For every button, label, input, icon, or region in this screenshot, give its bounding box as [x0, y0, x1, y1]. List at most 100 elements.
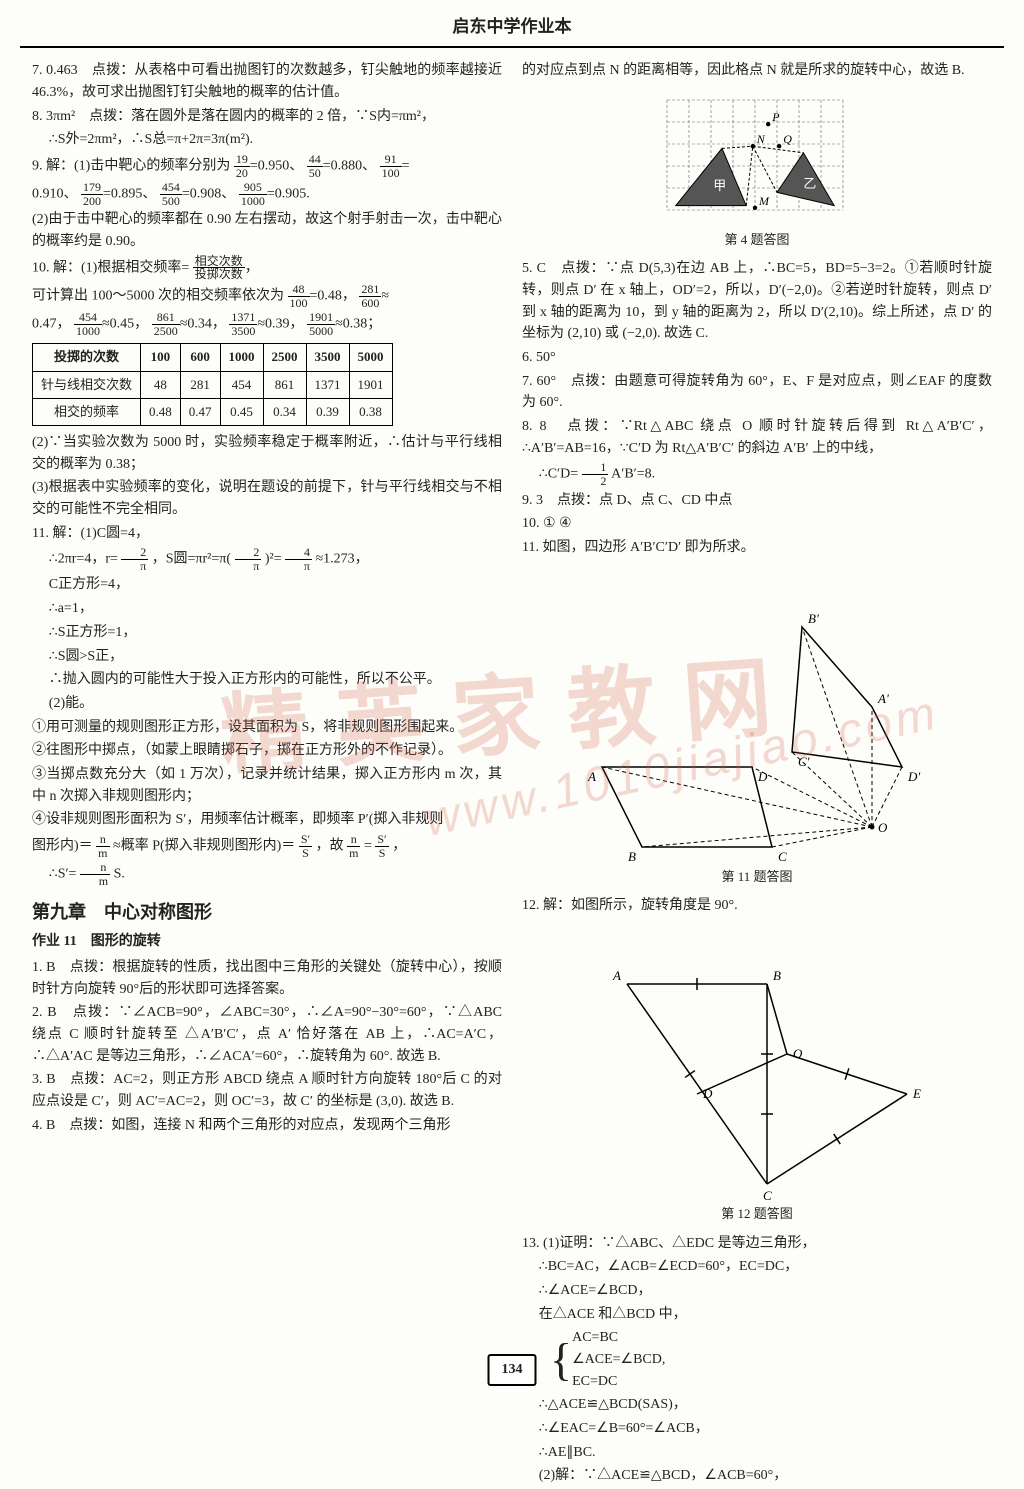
- hw11-q7: 7. 60° 点拨：由题意可得旋转角为 60°，E、F 是对应点，则∠EAF 的…: [522, 371, 992, 414]
- figure-4-caption: 第 4 题答图: [522, 230, 992, 250]
- hw11-q11: 11. 如图，四边形 A′B′C′D′ 即为所求。: [522, 537, 992, 559]
- svg-text:甲: 甲: [713, 178, 726, 193]
- figure-11: ABCDA'B'C'D'O: [572, 567, 942, 867]
- frac-861-2500: 8612500: [152, 311, 180, 337]
- svg-text:乙: 乙: [803, 176, 816, 191]
- brace-item-1: ∠ACE=∠BCD,: [572, 1349, 665, 1371]
- svg-text:B: B: [773, 968, 781, 983]
- svg-text:O: O: [793, 1046, 803, 1061]
- q8-text-cont: ∴S外=2πm²，∴S总=π+2π=3π(m²).: [32, 129, 502, 151]
- q13e: ∴∠EAC=∠B=60°=∠ACB，: [522, 1418, 992, 1440]
- homework-title: 作业 11 图形的旋转: [32, 931, 502, 953]
- svg-text:D: D: [702, 1086, 713, 1101]
- hw11-q9: 9. 3 点拨：点 D、点 C、CD 中点: [522, 490, 992, 512]
- q13g: (2)解：∵△ACE≌△BCD，∠ACB=60°，: [522, 1465, 992, 1487]
- brace-icon: {: [550, 1337, 572, 1383]
- frac-1371-3500: 13713500: [229, 311, 257, 337]
- hw11-q4b: 的对应点到点 N 的距离相等，因此格点 N 就是所求的旋转中心，故选 B.: [522, 60, 992, 82]
- q13d: ∴△ACE≌△BCD(SAS)，: [522, 1394, 992, 1416]
- hw11-q6: 6. 50°: [522, 347, 992, 369]
- frac-19-20: 1920: [234, 153, 250, 179]
- figure-4-container: 甲乙PNQM 第 4 题答图: [522, 90, 992, 250]
- page-title: 启东中学作业本: [20, 0, 1004, 48]
- hw11-q1: 1. B 点拨：根据旋转的性质，找出图中三角形的关键处（旋转中心），按顺时针方向…: [32, 957, 502, 1000]
- q11-b: C正方形=4，: [32, 574, 502, 596]
- q13-brace: { AC=BC ∠ACE=∠BCD, EC=DC: [550, 1327, 992, 1392]
- frac-281-600: 281600: [359, 283, 381, 309]
- frac-48-100: 48100: [288, 283, 310, 309]
- figure-12-caption: 第 12 题答图: [522, 1204, 992, 1224]
- frac-454-500: 454500: [160, 181, 182, 207]
- q10-line2: 可计算出 100～5000 次的相交频率依次为 48100=0.48， 2816…: [32, 283, 502, 309]
- q11-i: ②往图形中掷点，（如蒙上眼睛掷石子，掷在正方形外的不作记录）。: [32, 740, 502, 762]
- frac-1901-5000: 19015000: [307, 311, 335, 337]
- hw11-q4a: 4. B 点拨：如图，连接 N 和两个三角形的对应点，发现两个三角形: [32, 1115, 502, 1137]
- q11-e: ∴S圆>S正，: [32, 646, 502, 668]
- frac-2-pi: 2π: [121, 546, 148, 572]
- q11-h: ①用可测量的规则图形正方形，设其面积为 S，将非规则图形围起来。: [32, 717, 502, 739]
- q9-line1: 9. 解：(1)击中靶心的频率分别为 1920=0.950、 4450=0.88…: [32, 153, 502, 179]
- frac-Sp-S-b: S′S: [375, 833, 388, 859]
- page-number: 134: [488, 1354, 537, 1386]
- figure-12: ABCDOE: [587, 924, 927, 1204]
- svg-text:A: A: [612, 968, 621, 983]
- right-column: 的对应点到点 N 的距离相等，因此格点 N 就是所求的旋转中心，故选 B. 甲 乙…: [512, 58, 1002, 1489]
- q11-head: 11. 解：(1)C圆=4，: [32, 523, 502, 545]
- frac-179-200: 179200: [81, 181, 103, 207]
- chapter-title: 第九章 中心对称图形: [32, 899, 502, 927]
- frac-91-100: 91100: [380, 153, 402, 179]
- q11-c: ∴a=1，: [32, 598, 502, 620]
- q13b: ∴∠ACE=∠BCD，: [522, 1280, 992, 1302]
- hw11-q8b: ∴C′D= 12 A′B′=8.: [522, 461, 992, 487]
- two-column-layout: 7. 0.463 点拨：从表格中可看出抛图钉的次数越多，钉尖触地的频率越接近46…: [0, 48, 1024, 1489]
- q10-part2: (2)∵当实验次数为 5000 时，实验频率稳定于概率附近，∴估计与平行线相交的…: [32, 432, 502, 475]
- frac-4-pi: 4π: [285, 546, 312, 572]
- q10-head: 10. 解：(1)根据相交频率= 相交次数投掷次数，: [32, 255, 502, 281]
- frac-454-1000: 4541000: [74, 311, 102, 337]
- hw11-q8: 8. 8 点拨：∵Rt△ABC 绕点 O 顺时针旋转后得到 Rt△A′B′C′，…: [522, 416, 992, 459]
- svg-text:P: P: [771, 110, 780, 124]
- figure-12-container: ABCDOE 第 12 题答图: [522, 924, 992, 1224]
- svg-text:B': B': [808, 611, 819, 626]
- hw11-q10: 10. ① ④: [522, 513, 992, 535]
- hw11-q2: 2. B 点拨：∵∠ACB=90°，∠ABC=30°，∴∠A=90°−30°=6…: [32, 1002, 502, 1067]
- q9-line2: 0.910、 179200=0.895、 454500=0.908、 90510…: [32, 181, 502, 207]
- svg-text:D': D': [907, 769, 920, 784]
- q13f: ∴AE∥BC.: [522, 1442, 992, 1464]
- svg-text:Q: Q: [783, 132, 792, 146]
- svg-text:A': A': [877, 691, 889, 706]
- frequency-table: 投掷的次数1006001000250035005000针与线相交次数482814…: [32, 343, 393, 425]
- q11-f: ∴抛入圆内的可能性大于投入正方形内的可能性，所以不公平。: [32, 669, 502, 691]
- left-column: 7. 0.463 点拨：从表格中可看出抛图钉的次数越多，钉尖触地的频率越接近46…: [22, 58, 512, 1489]
- svg-text:O: O: [878, 820, 888, 835]
- q11-a: ∴2πr=4，r= 2π ，S圆=πr²=π( 2π )²= 4π ≈1.273…: [32, 546, 502, 572]
- svg-text:D: D: [757, 769, 768, 784]
- q13a: ∴BC=AC，∠ACB=∠ECD=60°，EC=DC，: [522, 1256, 992, 1278]
- frac-1-2: 12: [582, 461, 609, 487]
- q11-g: (2)能。: [32, 693, 502, 715]
- svg-text:B: B: [628, 849, 636, 864]
- svg-text:C: C: [778, 849, 787, 864]
- hw11-q3: 3. B 点拨：AC=2，则正方形 ABCD 绕点 A 顺时针方向旋转 180°…: [32, 1069, 502, 1112]
- q9-part2: (2)由于击中靶心的频率都在 0.90 左右摆动，故这个射手射击一次，击中靶心的…: [32, 209, 502, 252]
- q11-k-head: ④设非规则图形面积为 S′，用频率估计概率，即频率 P′(掷入非规则: [32, 809, 502, 831]
- frac-905-1000: 9051000: [239, 181, 267, 207]
- frac-n-m: nm: [96, 833, 109, 859]
- header-text: 启东中学作业本: [453, 17, 572, 36]
- q13c: 在△ACE 和△BCD 中，: [522, 1304, 992, 1326]
- brace-item-2: EC=DC: [572, 1371, 665, 1393]
- q8-text: 8. 3πm² 点拨：落在圆外是落在圆内的概率的 2 倍，∵S内=πm²，: [32, 106, 502, 128]
- frac-2-pi-b: 2π: [235, 546, 262, 572]
- hw11-q5: 5. C 点拨：∵点 D(5,3)在边 AB 上，∴BC=5，BD=5−3=2。…: [522, 258, 992, 345]
- svg-text:E: E: [912, 1086, 921, 1101]
- q11-j: ③当掷点数充分大（如 1 万次），记录并统计结果，掷入正方形内 m 次，其中 n…: [32, 764, 502, 807]
- q11-d: ∴S正方形=1，: [32, 622, 502, 644]
- q9-head: 9. 解：(1)击中靶心的频率分别为: [32, 158, 234, 173]
- brace-item-0: AC=BC: [572, 1327, 665, 1349]
- hw11-q12: 12. 解：如图所示，旋转角度是 90°.: [522, 895, 992, 917]
- q10-line3: 0.47， 4541000≈0.45， 8612500≈0.34， 137135…: [32, 311, 502, 337]
- svg-text:A: A: [587, 769, 596, 784]
- q11-k: 图形内)＝ nm ≈概率 P(掷入非规则图形内)＝ S′S ，故 nm = S′…: [32, 833, 502, 859]
- frac-n-m-b: nm: [347, 833, 360, 859]
- frac-xj: 相交次数投掷次数: [193, 255, 245, 281]
